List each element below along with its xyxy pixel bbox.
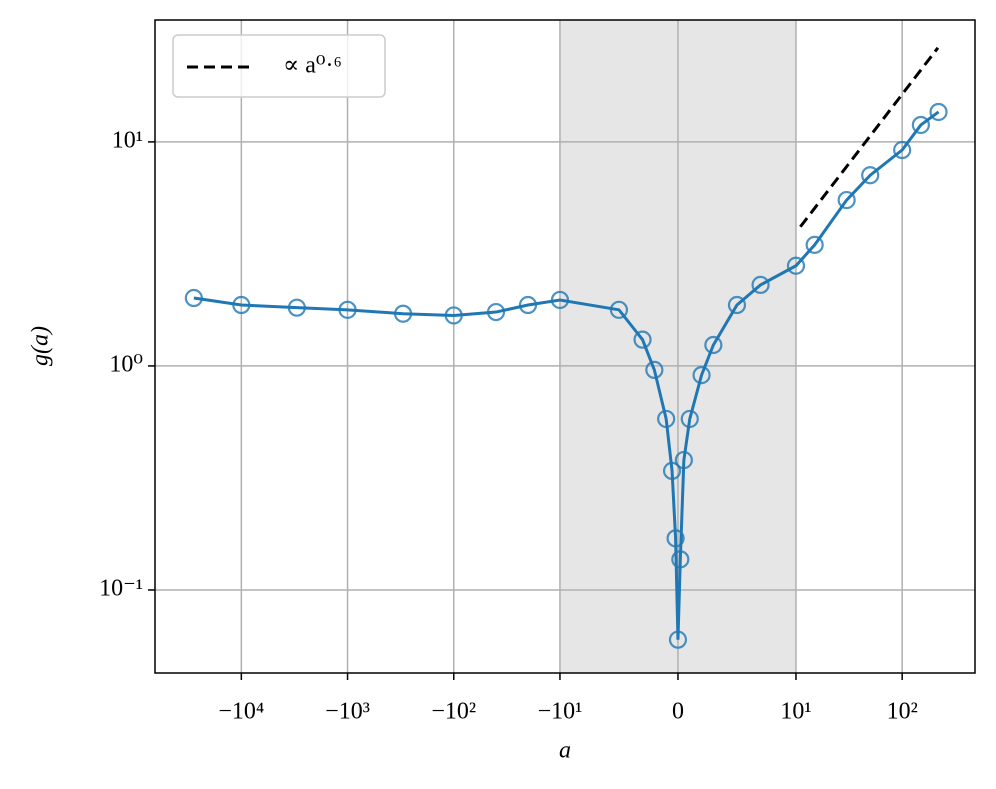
x-tick-label: −10⁴: [218, 699, 264, 725]
plot-frame: [154, 19, 976, 674]
y-tick-label: 10¹: [112, 127, 143, 153]
x-tick-label: −10³: [325, 699, 370, 725]
data-point: [805, 235, 824, 254]
y-axis-label: g(a): [28, 326, 54, 366]
data-point: [911, 115, 930, 135]
data-point: [704, 335, 723, 355]
x-tick-label: −10²: [431, 699, 476, 725]
x-tick-label: 0: [672, 699, 684, 725]
data-point: [861, 166, 880, 185]
data-point: [751, 275, 770, 294]
legend-box: [172, 34, 386, 98]
data-point: [786, 256, 806, 275]
data-point: [633, 330, 652, 349]
data-line: [193, 110, 940, 640]
legend-label: ∝ a⁰·⁶: [283, 53, 342, 79]
x-tick-label: −10¹: [538, 699, 583, 725]
data-point: [692, 366, 711, 385]
x-axis-label: a: [559, 738, 571, 764]
data-point: [837, 190, 856, 210]
data-point: [893, 140, 912, 160]
y-tick-label: 10⁰: [109, 351, 143, 377]
x-tick-label: 10¹: [780, 699, 811, 725]
reference-line: [799, 46, 940, 228]
data-point: [929, 102, 948, 122]
data-point: [727, 295, 747, 315]
data-point: [645, 360, 664, 380]
y-tick-label: 10⁻¹: [99, 575, 143, 601]
x-tick-label: 10²: [887, 699, 918, 725]
